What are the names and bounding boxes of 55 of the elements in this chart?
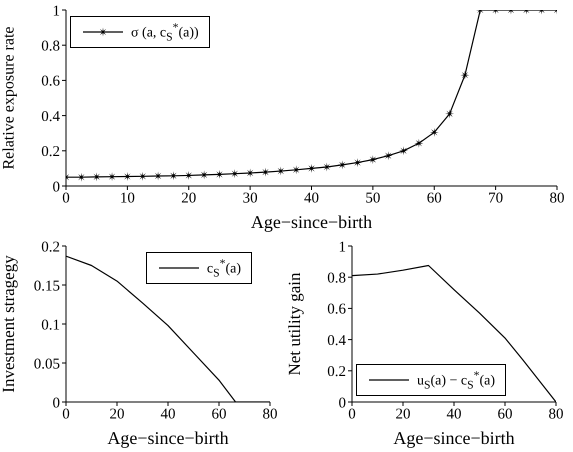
- y-tick-label: 0.6: [327, 302, 346, 318]
- point: [338, 160, 347, 170]
- y-tick-label: 1: [338, 239, 346, 256]
- y-tick-label: 0: [52, 395, 60, 412]
- x-axis-title: Age−since−birth: [250, 212, 372, 232]
- y-tick-label: 0.1: [41, 317, 60, 334]
- y-tick-label: 0.2: [41, 239, 60, 256]
- point: [445, 109, 454, 118]
- x-tick-label: 80: [550, 190, 564, 207]
- x-axis-title: Age−since−birth: [393, 428, 515, 448]
- y-tick-label: 0.6: [41, 74, 60, 90]
- point: [246, 168, 255, 178]
- point: [353, 158, 362, 168]
- x-tick-label: 20: [396, 406, 410, 423]
- y-tick-label: 0.2: [41, 144, 60, 160]
- point: [307, 164, 316, 173]
- point: [414, 138, 424, 148]
- point: [430, 128, 439, 137]
- x-tick-label: 40: [446, 406, 462, 423]
- y-tick-label: 1: [52, 3, 60, 20]
- legend-label: σ (a, c$_{S}$$^{*}$(a)): [131, 21, 199, 44]
- y-tick-label: 0.4: [327, 332, 346, 349]
- x-tick-label: 20: [181, 190, 196, 207]
- point: [322, 162, 332, 172]
- x-axis-title: Age−since−birth: [107, 428, 229, 448]
- x-tick-label: 60: [426, 190, 442, 207]
- y-tick-label: 0.05: [34, 356, 60, 372]
- x-tick-label: 20: [110, 406, 124, 423]
- point: [368, 155, 378, 164]
- y-tick-label: 0.4: [41, 108, 60, 125]
- x-tick-label: 80: [548, 406, 564, 423]
- x-tick-label: 30: [242, 190, 258, 207]
- y-tick-label: 0.8: [327, 270, 346, 287]
- y-tick-label: 0.15: [34, 278, 60, 294]
- y-axis-title: Net utility gain: [285, 272, 304, 376]
- legend-label: c$_{S}$$^{*}$(a): [206, 257, 241, 280]
- y-axis-title: Relative exposure rate: [0, 26, 18, 170]
- y-axis-title: Investment stragegy: [0, 254, 18, 393]
- y-tick-label: 0: [52, 179, 60, 196]
- y-tick-label: 0: [338, 395, 346, 412]
- point: [399, 146, 408, 156]
- x-tick-label: 80: [262, 406, 278, 423]
- x-tick-label: 40: [304, 190, 319, 207]
- x-tick-label: 50: [365, 190, 380, 207]
- point: [460, 70, 470, 80]
- x-tick-label: 60: [498, 406, 512, 423]
- point: [276, 166, 286, 176]
- y-tick-label: 0.2: [327, 364, 346, 380]
- x-tick-label: 70: [488, 190, 504, 207]
- x-tick-label: 40: [160, 406, 176, 423]
- x-tick-label: 60: [212, 406, 226, 423]
- y-tick-label: 0.8: [41, 38, 60, 55]
- point: [384, 151, 393, 160]
- legend-label: u$_{S}$(a) − c$_{S}$$^{*}$(a): [417, 368, 495, 391]
- x-tick-label: 10: [120, 190, 135, 207]
